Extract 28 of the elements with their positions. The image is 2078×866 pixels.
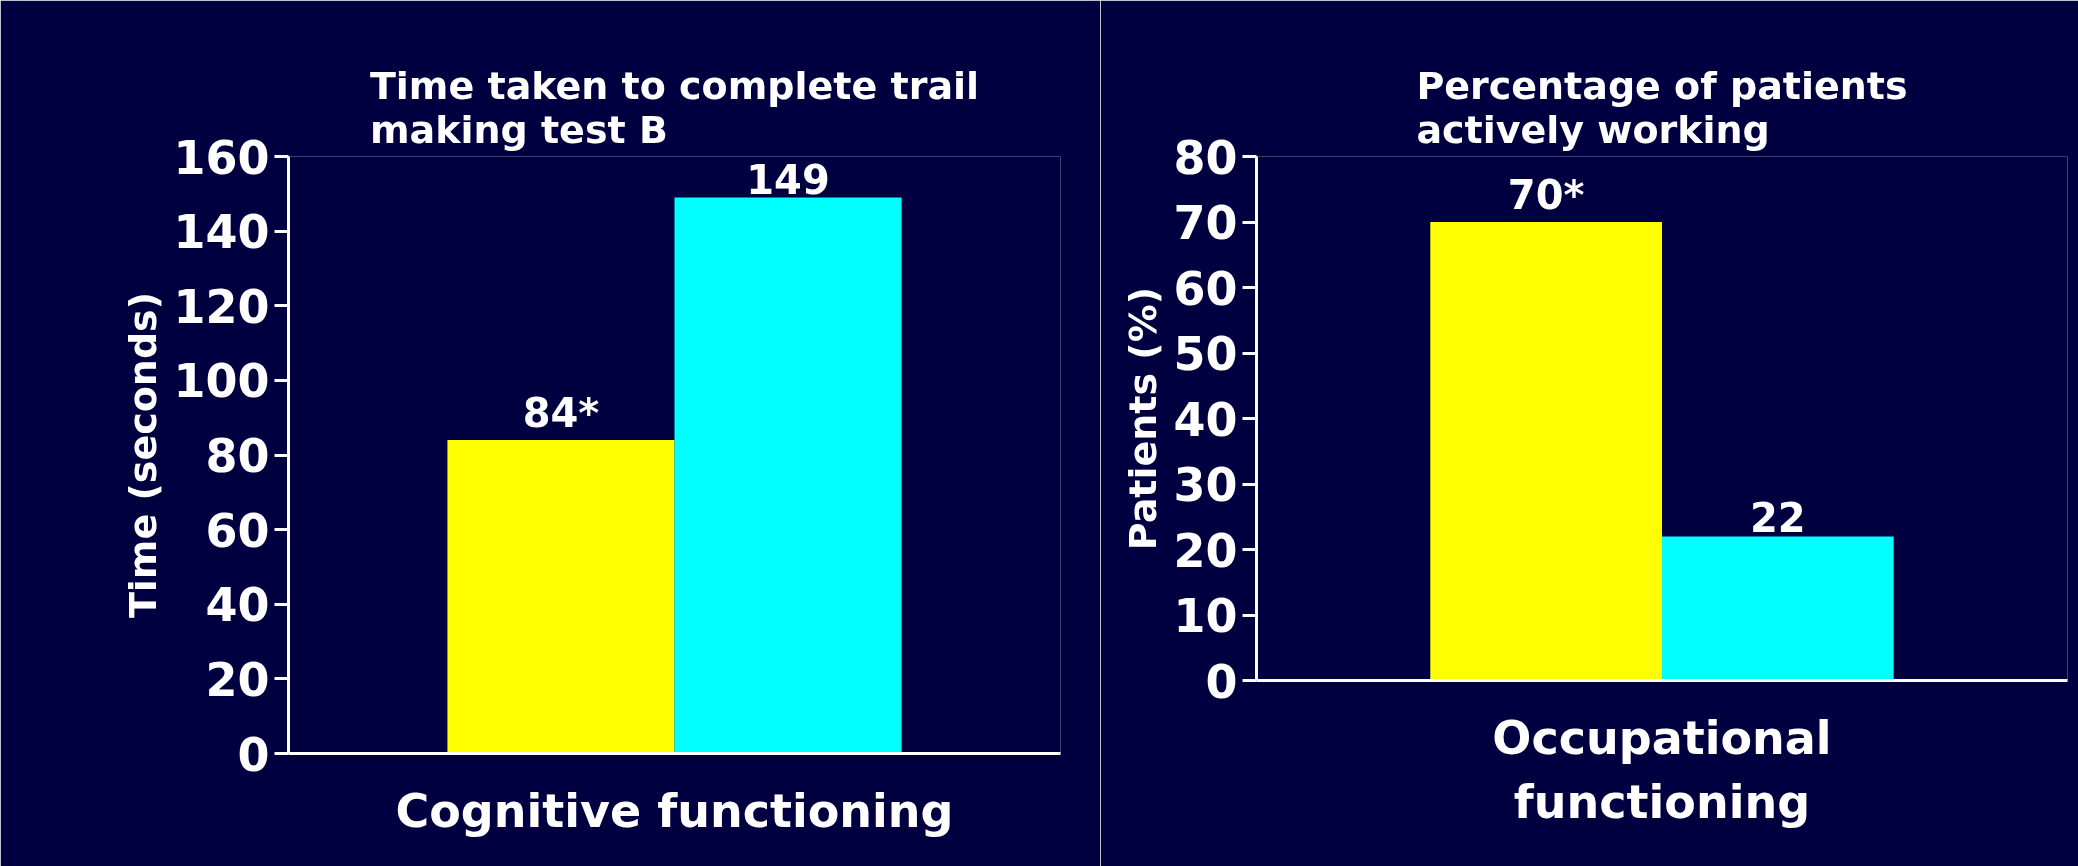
data-label: 149 [746,156,830,203]
y-tick-label: 20 [1173,523,1238,578]
x-axis-title: Occupational functioning [1492,710,1832,830]
y-tick-label: 140 [173,205,270,260]
x-axis-title: Cognitive functioning [395,783,954,838]
y-tick-label: 120 [173,279,270,334]
y-tick-label: 80 [205,429,270,483]
y-tick-label: 70 [1173,196,1238,250]
y-tick-label: 10 [1173,589,1238,643]
y-tick-label: 160 [173,130,270,185]
chart-title: Time taken to complete trail making test B [369,63,980,152]
y-axis-title: Patients (%) [1121,286,1166,551]
y-tick-label: 0 [1205,654,1238,709]
y-axis-title: Time (seconds) [121,291,166,619]
data-label: 70* [1507,172,1585,218]
y-tick-label: 40 [1173,392,1238,447]
y-tick-label: 30 [1173,458,1238,512]
y-tick-label: 60 [1173,261,1238,316]
chart-title: Percentage of patients actively working [1416,63,1908,152]
y-tick-label: 60 [205,503,270,558]
y-tick-label: 100 [173,354,270,409]
y-tick-label: 0 [237,727,270,782]
y-tick-label: 50 [1173,327,1238,381]
y-tick-label: 20 [205,652,270,707]
y-tick-label: 80 [1173,130,1238,185]
data-label: 22 [1750,495,1806,542]
data-label: 84* [522,390,600,437]
y-tick-label: 40 [205,578,270,633]
